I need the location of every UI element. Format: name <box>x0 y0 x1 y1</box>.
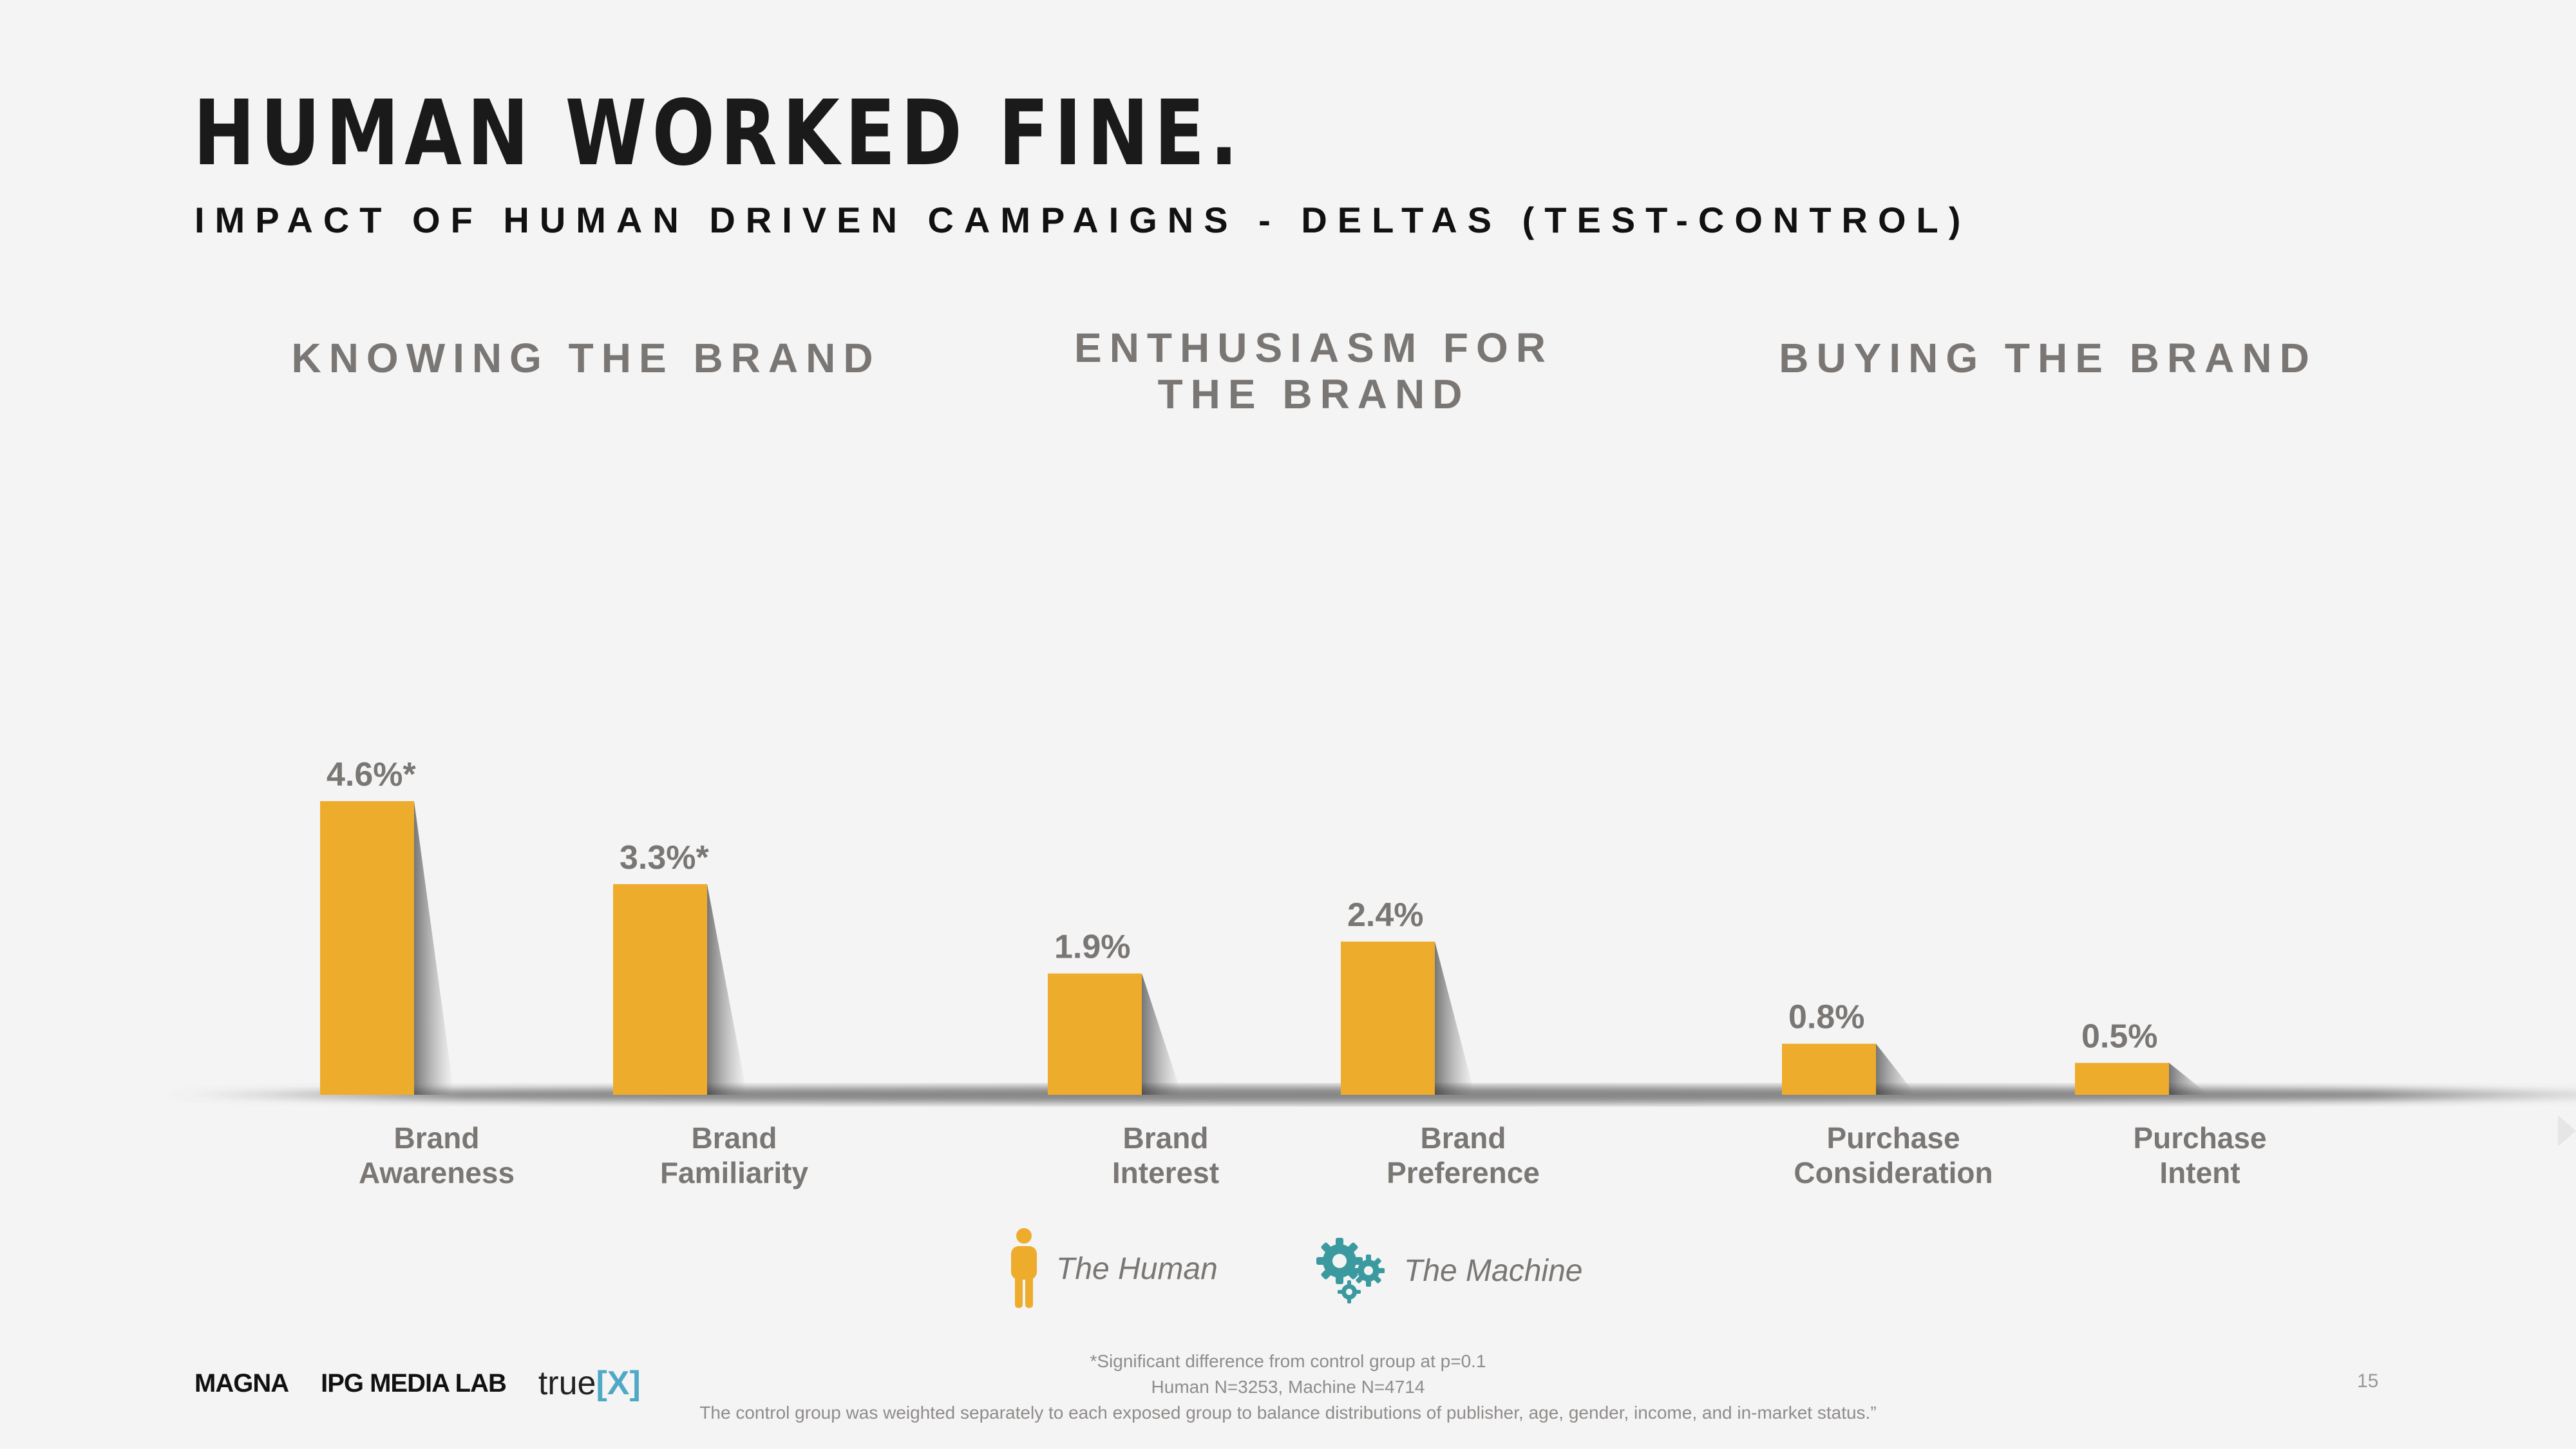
bar-value-label: 2.4% <box>1347 896 1424 934</box>
group-heading-enthusiasm-line1: ENTHUSIASM FOR <box>1074 325 1553 371</box>
category-label: Intent <box>2159 1156 2240 1189</box>
bar-shadow <box>707 884 747 1095</box>
bar <box>2075 1063 2169 1095</box>
category-label: Brand <box>692 1121 777 1155</box>
footnote-weighting: The control group was weighted separatel… <box>699 1403 1877 1423</box>
category-label: Awareness <box>359 1156 515 1189</box>
category-label: Familiarity <box>660 1156 809 1189</box>
bar <box>1048 973 1142 1095</box>
group-heading-knowing-text: KNOWING THE BRAND <box>291 335 881 381</box>
bar-shadow <box>1435 942 1475 1095</box>
bar-shadow <box>414 801 454 1095</box>
gears-icon <box>1316 1238 1385 1303</box>
page-subtitle: IMPACT OF HUMAN DRIVEN CAMPAIGNS - DELTA… <box>194 200 1971 240</box>
footnote-significance: *Significant difference from control gro… <box>1090 1351 1486 1371</box>
bar-value-label: 1.9% <box>1054 929 1131 966</box>
footnote-sample-sizes: Human N=3253, Machine N=4714 <box>1151 1377 1425 1397</box>
bar <box>613 884 707 1095</box>
next-slide-arrow-icon[interactable] <box>2558 1115 2576 1146</box>
category-label: Preference <box>1387 1156 1540 1189</box>
group-heading-buying-text: BUYING THE BRAND <box>1779 335 2317 381</box>
legend-human: The Human <box>1005 1227 1218 1311</box>
magna-logo: MAGNA <box>194 1368 289 1397</box>
page-number: 15 <box>2357 1370 2379 1392</box>
page-title: HUMAN WORKED FINE. <box>193 81 1244 186</box>
legend-machine: The Machine <box>1314 1235 1582 1306</box>
bar-value-label: 3.3%* <box>620 839 710 876</box>
truex-logo: true[X] <box>538 1364 641 1403</box>
category-label: Consideration <box>1794 1156 1993 1189</box>
bars-layer: 4.6%*BrandAwareness3.3%*BrandFamiliarity… <box>320 756 2267 1189</box>
bar <box>1341 942 1435 1095</box>
category-label: Purchase <box>1826 1121 1960 1155</box>
legend-machine-label: The Machine <box>1404 1253 1583 1288</box>
bar <box>1782 1043 1876 1095</box>
bar-shadow <box>1876 1043 1916 1095</box>
bar-value-label: 4.6%* <box>327 756 417 793</box>
truex-logo-mark: [X] <box>596 1365 641 1402</box>
category-label: Brand <box>1421 1121 1506 1155</box>
bar-value-label: 0.8% <box>1788 999 1865 1036</box>
category-label: Purchase <box>2133 1121 2266 1155</box>
bar <box>320 801 414 1095</box>
partner-logos: MAGNA IPG MEDIA LAB true[X] <box>194 1364 641 1403</box>
legend-human-label: The Human <box>1056 1251 1218 1286</box>
group-heading-buying: BUYING THE BRAND <box>1726 335 2370 381</box>
category-label: Brand <box>1123 1121 1209 1155</box>
bar-value-label: 0.5% <box>2081 1018 2158 1055</box>
truex-logo-word: true <box>538 1365 596 1402</box>
group-heading-enthusiasm: ENTHUSIASM FOR THE BRAND <box>992 325 1636 417</box>
bar-shadow <box>1142 973 1182 1095</box>
bar-shadow <box>2169 1063 2209 1095</box>
person-icon <box>1011 1228 1037 1308</box>
ipg-media-lab-logo: IPG MEDIA LAB <box>321 1368 507 1397</box>
group-heading-enthusiasm-line2: THE BRAND <box>1157 371 1470 417</box>
group-heading-knowing: KNOWING THE BRAND <box>264 335 908 381</box>
category-label: Brand <box>394 1121 480 1155</box>
category-label: Interest <box>1112 1156 1219 1189</box>
